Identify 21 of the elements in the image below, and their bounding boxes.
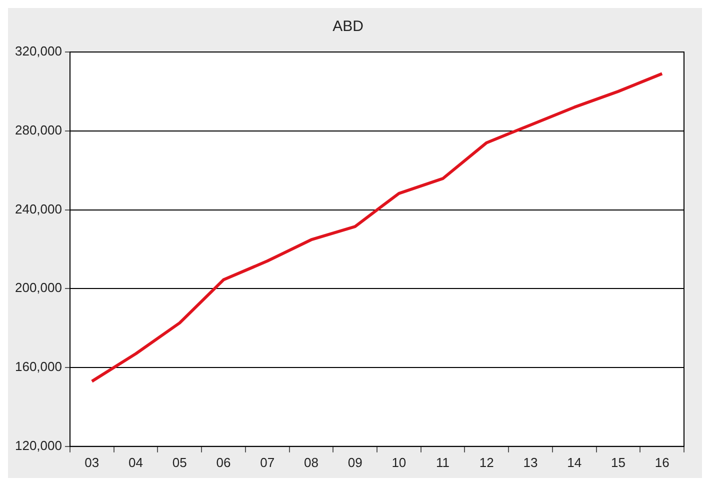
chart-title: ABD — [332, 18, 364, 36]
x-tick-label: 08 — [304, 454, 318, 470]
y-tick-label: 120,000 — [14, 438, 62, 453]
y-tick-label: 160,000 — [14, 359, 62, 374]
x-tick-label: 16 — [654, 454, 670, 470]
y-tick-label: 320,000 — [14, 44, 62, 59]
x-tick-label: 10 — [392, 454, 406, 470]
x-tick-label: 14 — [567, 454, 582, 470]
x-tick-label: 09 — [348, 454, 362, 470]
x-tick-label: 03 — [84, 454, 100, 470]
x-tick-label: 12 — [479, 454, 494, 470]
x-tick-label: 04 — [128, 454, 144, 470]
x-tick-label: 06 — [216, 454, 231, 470]
y-tick-label: 200,000 — [14, 280, 62, 296]
x-tick-label: 11 — [436, 454, 450, 470]
y-tick-label: 240,000 — [14, 201, 62, 216]
x-tick-label: 05 — [172, 454, 187, 470]
x-tick-label: 07 — [260, 454, 275, 470]
y-tick-label: 280,000 — [14, 122, 62, 138]
x-tick-label: 13 — [523, 454, 538, 470]
x-tick-label: 15 — [610, 454, 626, 470]
